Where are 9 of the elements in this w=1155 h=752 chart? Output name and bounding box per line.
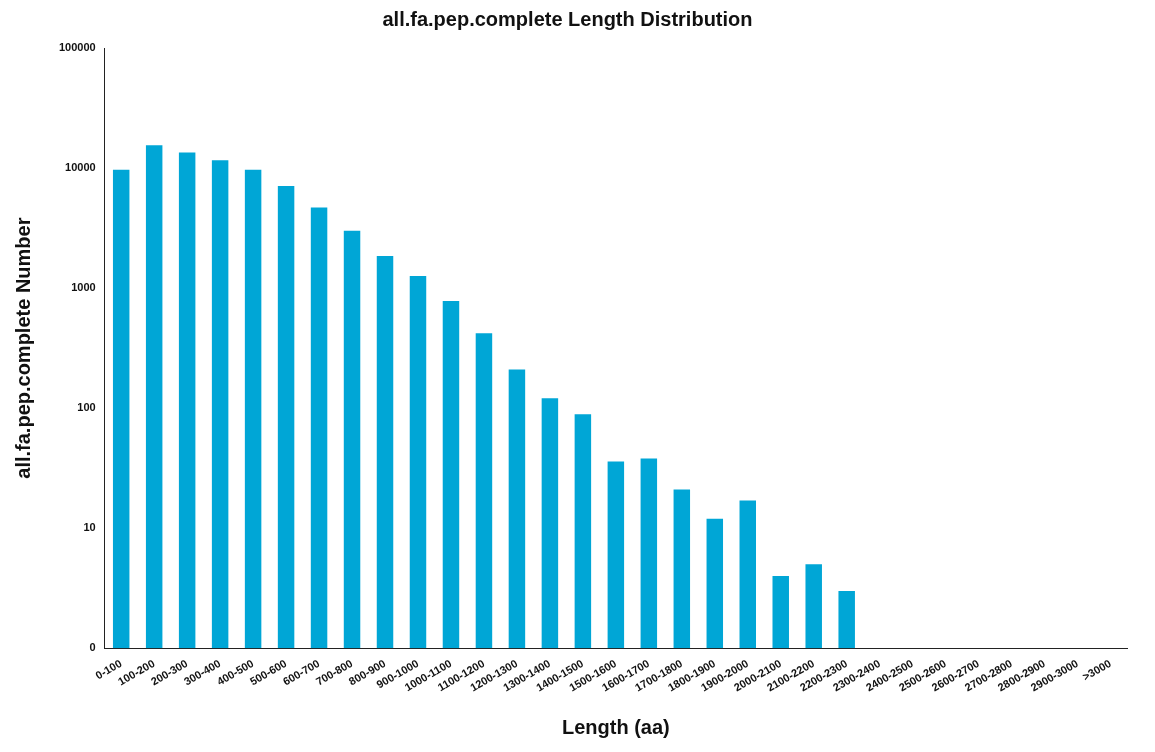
y-tick-label: 100 <box>77 401 96 414</box>
x-axis-title: Length (aa) <box>561 715 670 738</box>
y-tick-label: 100000 <box>58 41 96 54</box>
y-tick-label: 10000 <box>65 161 96 174</box>
y-axis-title: all.fa.pep.complete Number <box>11 217 34 479</box>
y-tick-label: 0 <box>89 641 96 654</box>
y-tick-label: 10 <box>83 521 96 534</box>
chart-title: all.fa.pep.complete Length Distribution <box>382 7 753 30</box>
y-tick-label: 1000 <box>71 281 96 294</box>
